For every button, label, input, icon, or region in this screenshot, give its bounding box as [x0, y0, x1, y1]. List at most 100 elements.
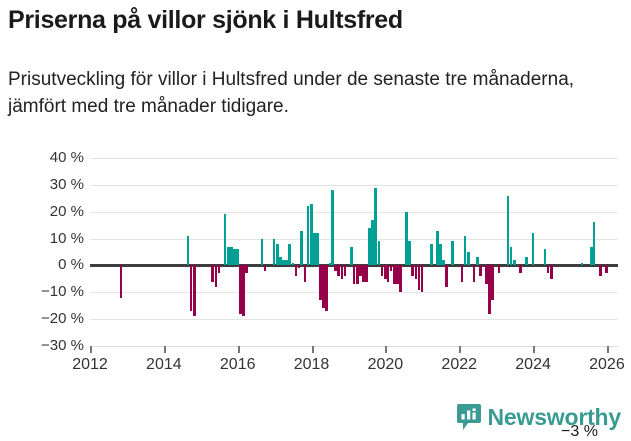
chart-bar: [325, 265, 328, 312]
last-value-annotation: −3 %: [561, 423, 598, 440]
chart-bar: [310, 203, 313, 266]
chart-bar: [460, 265, 464, 282]
plot-area: [90, 158, 618, 347]
chart-bar: [371, 219, 374, 266]
chart-bar: [408, 241, 411, 266]
gridline: [90, 211, 618, 213]
x-axis-tick: [163, 346, 166, 353]
x-axis-tick-label: 2018: [293, 356, 330, 373]
chart-bar: [389, 265, 393, 271]
chart-bar: [229, 246, 233, 266]
chart-bar: [322, 265, 325, 309]
chart-bar: [476, 257, 479, 266]
page-subtitle: Prisutveckling för villor i Hultsfred un…: [8, 69, 575, 117]
chart-bar: [233, 249, 236, 266]
y-axis-tick-label: −10 %: [41, 283, 84, 301]
gridline: [90, 238, 618, 240]
x-axis-tick-label: 2016: [219, 356, 256, 373]
chart-bar: [592, 222, 596, 266]
chart-bar: [580, 262, 584, 266]
y-axis-tick-label: −20 %: [41, 310, 84, 328]
chart-bar: [313, 233, 316, 266]
chart-bar: [368, 227, 371, 266]
chart-bar: [217, 265, 221, 274]
chart-bar: [334, 265, 338, 271]
gridline: [90, 292, 618, 294]
newsworthy-logo[interactable]: Newsworthy: [456, 404, 622, 431]
x-axis-tick: [311, 346, 314, 353]
chart-bar: [479, 265, 482, 277]
y-axis-tick-label: 40 %: [49, 149, 84, 166]
chart-bar: [356, 265, 359, 285]
chart-bar: [525, 257, 528, 266]
chart-bar: [328, 262, 332, 266]
x-axis-tick-label: 2012: [72, 356, 108, 373]
chart-bar: [513, 260, 516, 266]
chart-bar: [393, 265, 396, 285]
chart-bar: [189, 265, 193, 312]
chart-bar: [236, 249, 239, 266]
chart-bar: [374, 187, 377, 266]
chart-bar: [276, 243, 279, 266]
chart-bar: [466, 252, 470, 266]
chart-bar: [491, 265, 494, 301]
chart-bar: [365, 265, 368, 282]
chart-bar: [291, 262, 295, 266]
chart-bar: [239, 265, 242, 314]
x-axis-tick: [90, 346, 92, 353]
chart-bar: [488, 265, 491, 314]
x-axis-tick-label: 2026: [589, 356, 625, 373]
chart-bar: [300, 230, 304, 266]
chart-bar: [119, 265, 123, 298]
chart-bar: [435, 230, 439, 266]
chart-bar: [414, 265, 418, 279]
y-axis-tick-label: 0 %: [58, 256, 84, 274]
chart-bar: [472, 265, 476, 282]
chart-bar: [380, 265, 384, 277]
chart-bar: [285, 260, 288, 266]
chart-bar: [519, 265, 522, 274]
x-axis-line: [90, 346, 618, 347]
x-axis-tick: [237, 346, 240, 353]
chart-bar: [383, 265, 387, 279]
gridline: [90, 158, 618, 159]
x-axis-tick-label: 2022: [441, 356, 478, 373]
chart-bar: [331, 190, 335, 266]
y-axis-tick-label: 10 %: [49, 229, 84, 247]
chart-bar: [315, 233, 319, 266]
x-axis-tick-label: 2020: [367, 356, 404, 373]
chart-bar: [531, 233, 535, 266]
chart-bar: [509, 246, 513, 266]
chart-bar: [242, 265, 245, 317]
chart-bar: [263, 265, 267, 271]
gridline: [90, 184, 618, 186]
chart-bar: [306, 206, 310, 266]
bar-chart: 40 % 30 % 20 % 10 % 0 % −10 % −20 % −30 % 2012 2…: [0, 140, 631, 440]
x-axis: 2012 2014 2016 2018 2020 2022 2024 2026: [72, 346, 625, 386]
page-title: Priserna på villor sjönk i Hultsfred: [8, 6, 403, 34]
chart-bar: [303, 265, 307, 282]
chart-bar: [319, 265, 322, 301]
chart-bar: [497, 265, 501, 274]
chart-bar: [352, 265, 356, 285]
chart-bar: [399, 265, 402, 293]
chart-bar: [272, 238, 276, 266]
x-axis-tick-label: 2024: [515, 356, 551, 373]
y-axis-tick-label: −30 %: [41, 337, 84, 354]
chart-bar: [417, 265, 421, 290]
gridline: [90, 319, 618, 321]
chart-bar: [485, 265, 488, 285]
chart-bar: [349, 246, 353, 266]
chart-bar: [546, 265, 550, 274]
brand-name: Newsworthy: [487, 404, 622, 430]
y-axis-tick-label: 30 %: [49, 175, 84, 193]
chart-bar: [343, 265, 347, 277]
bar-chart-bubble-icon: [456, 404, 481, 431]
chart-bar: [288, 243, 291, 266]
chart-bar: [386, 265, 390, 282]
chart-bar: [550, 265, 553, 279]
chart-bar: [599, 265, 602, 277]
chart-bar: [226, 246, 230, 266]
chart-bar: [279, 257, 282, 266]
chart-bar: [430, 243, 433, 266]
